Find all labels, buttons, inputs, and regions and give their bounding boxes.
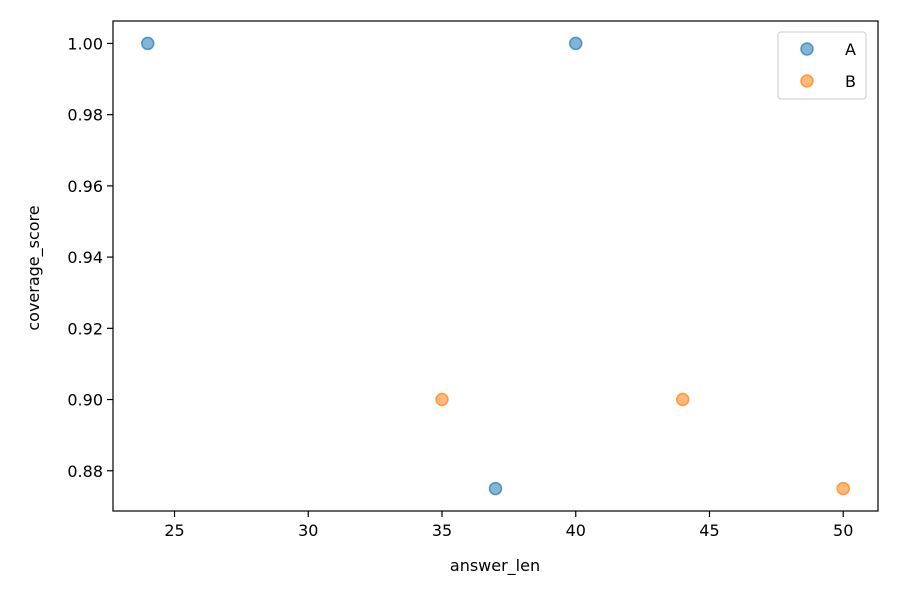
y-tick-label: 0.94 xyxy=(67,248,103,267)
y-tick-label: 0.90 xyxy=(67,391,103,410)
data-point-series-b xyxy=(435,392,449,407)
y-tick-label: 0.98 xyxy=(67,106,103,125)
x-tick-label: 50 xyxy=(833,521,853,540)
data-point-series-a xyxy=(488,481,503,496)
x-tick-label: 25 xyxy=(164,521,184,540)
y-tick-label: 0.96 xyxy=(67,177,103,196)
y-axis-label: coverage_score xyxy=(24,205,44,330)
y-tick-label: 0.88 xyxy=(67,462,103,481)
x-tick-label: 40 xyxy=(566,521,586,540)
x-tick-label: 30 xyxy=(298,521,318,540)
x-axis-ticks: 25 30 35 40 45 50 xyxy=(164,511,853,540)
x-tick-label: 45 xyxy=(699,521,719,540)
x-axis-label: answer_len xyxy=(450,556,540,576)
legend: AB xyxy=(777,31,867,100)
plot-area-frame xyxy=(112,20,879,512)
legend-marker-a xyxy=(800,42,814,56)
data-point-series-a xyxy=(568,36,583,51)
y-axis-ticks: 0.88 0.90 0.92 0.94 0.96 0.98 1.00 xyxy=(67,34,113,481)
x-tick-label: 35 xyxy=(432,521,452,540)
legend-label-b: B xyxy=(845,72,856,91)
data-point-series-a xyxy=(141,36,155,51)
legend-frame xyxy=(777,31,867,100)
y-tick-label: 0.92 xyxy=(67,319,103,338)
legend-label-a: A xyxy=(845,40,856,59)
data-point-series-b xyxy=(836,481,850,496)
data-points xyxy=(141,36,850,496)
data-point-series-b xyxy=(675,392,690,407)
legend-marker-b xyxy=(800,74,814,88)
y-tick-label: 1.00 xyxy=(67,34,103,53)
